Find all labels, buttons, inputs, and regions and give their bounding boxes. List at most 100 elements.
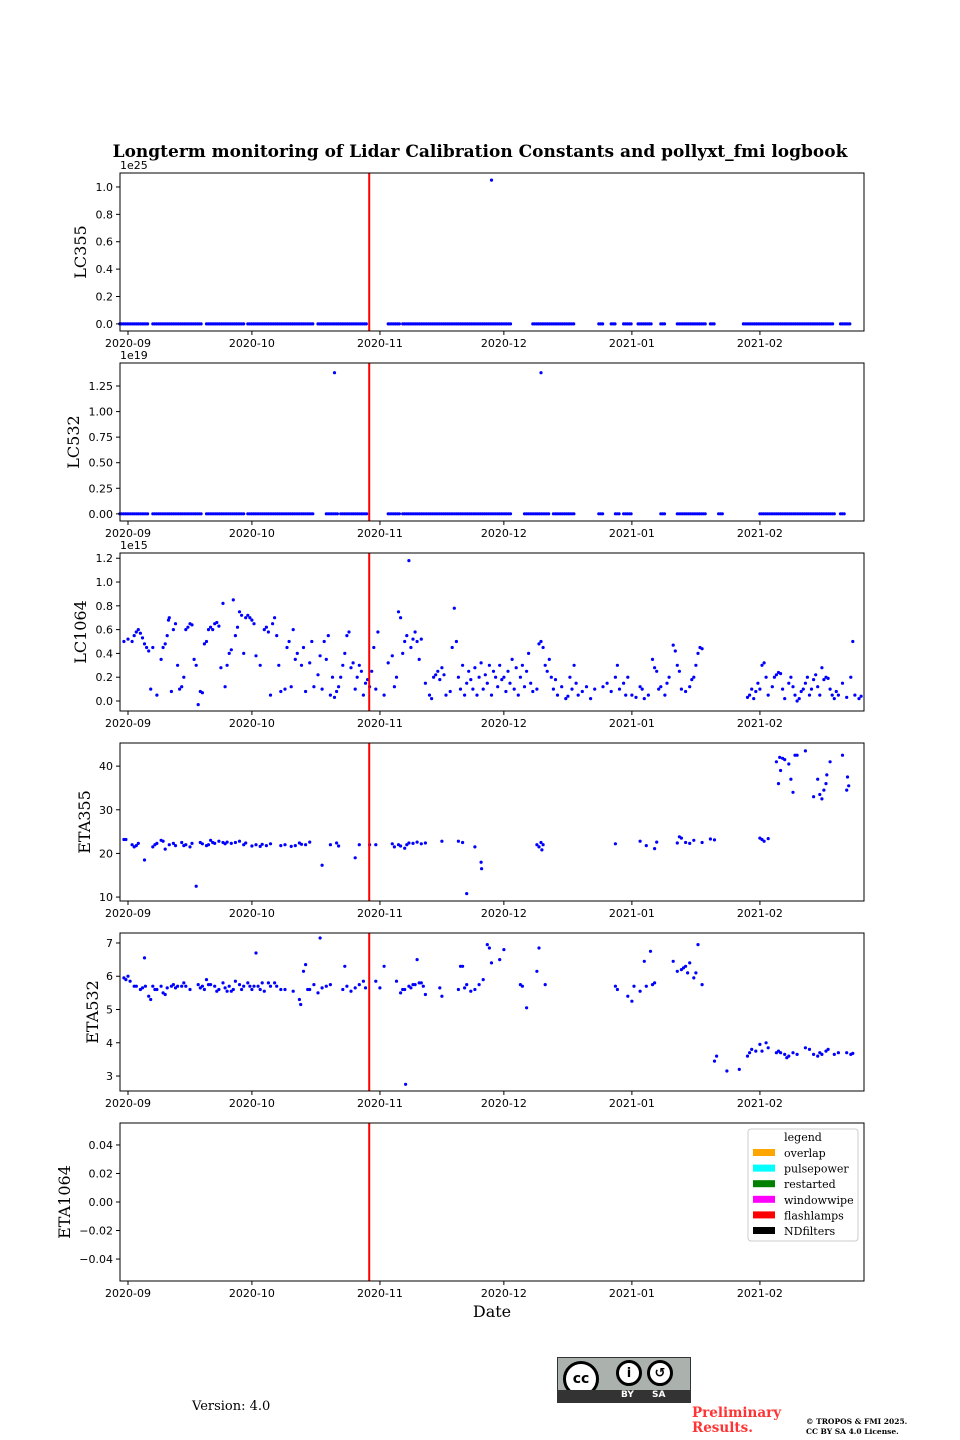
- data-point: [477, 675, 481, 679]
- data-point: [547, 657, 551, 662]
- data-point: [326, 634, 330, 638]
- data-point: [593, 687, 597, 691]
- data-point: [820, 797, 824, 801]
- data-point: [209, 625, 213, 629]
- data-point: [828, 687, 832, 691]
- y-tick-label: 0.2: [96, 671, 114, 684]
- data-point: [149, 997, 153, 1002]
- y-tick-label: 1.25: [89, 380, 114, 393]
- data-point: [752, 697, 756, 701]
- data-point: [529, 681, 533, 685]
- data-point: [423, 841, 427, 845]
- data-point: [516, 693, 520, 697]
- x-tick-label: 2020-10: [229, 717, 275, 730]
- data-point: [246, 613, 250, 617]
- axis-offset-label: 1e19: [120, 349, 148, 362]
- chart-title: Longterm monitoring of Lidar Calibration…: [112, 142, 848, 162]
- data-point: [629, 322, 633, 326]
- data-point: [223, 986, 227, 990]
- data-point: [200, 984, 204, 988]
- y-tick-label: 0.00: [89, 1196, 114, 1209]
- y-axis-label: LC355: [71, 225, 90, 278]
- data-point: [140, 636, 145, 640]
- x-tick-label: 2020-11: [357, 1097, 403, 1110]
- data-point: [617, 687, 622, 691]
- data-point: [458, 687, 463, 691]
- data-point: [700, 647, 704, 651]
- x-tick-label: 2020-09: [105, 907, 151, 920]
- data-point: [146, 512, 150, 516]
- data-point: [508, 681, 512, 685]
- data-point: [629, 512, 633, 516]
- data-point: [337, 844, 341, 848]
- data-point: [688, 841, 692, 846]
- data-point: [382, 693, 386, 697]
- data-point: [289, 685, 293, 689]
- legend-swatch-windowwipe: [753, 1195, 775, 1203]
- data-point: [365, 512, 369, 516]
- data-point: [353, 856, 357, 860]
- x-tick-label: 2021-01: [609, 337, 655, 350]
- data-point: [845, 775, 850, 779]
- data-point: [613, 984, 618, 988]
- data-point: [260, 842, 264, 846]
- data-point: [404, 1082, 408, 1086]
- data-point: [254, 951, 258, 955]
- data-point: [293, 844, 297, 848]
- data-point: [417, 657, 421, 662]
- data-point: [312, 983, 316, 987]
- data-point: [324, 657, 328, 662]
- data-point: [357, 843, 361, 847]
- data-point: [231, 987, 235, 992]
- data-point: [419, 637, 423, 641]
- data-point: [853, 693, 857, 697]
- data-point: [188, 987, 192, 992]
- data-point: [171, 983, 175, 987]
- data-point: [140, 986, 145, 990]
- plot-area: [120, 363, 864, 521]
- data-point: [772, 675, 777, 679]
- data-point: [489, 693, 494, 697]
- data-point: [299, 842, 304, 846]
- x-tick-label: 2021-01: [609, 1287, 655, 1300]
- data-point: [206, 628, 211, 632]
- data-point: [289, 844, 293, 849]
- data-point: [273, 981, 277, 985]
- data-point: [774, 760, 779, 764]
- data-point: [494, 675, 498, 679]
- data-point: [535, 687, 539, 691]
- data-point: [142, 642, 147, 646]
- data-point: [831, 322, 835, 326]
- data-point: [520, 663, 525, 667]
- x-tick-label: 2020-10: [229, 527, 275, 540]
- plot-area: [120, 743, 864, 901]
- data-point: [143, 984, 147, 988]
- data-point: [233, 634, 237, 638]
- data-point: [192, 657, 196, 662]
- y-axis-label: LC1064: [71, 600, 90, 664]
- x-tick-label: 2020-11: [357, 717, 403, 730]
- x-tick-label: 2021-02: [737, 717, 783, 730]
- data-point: [748, 693, 752, 697]
- data-point: [826, 1047, 830, 1051]
- data-point: [791, 1051, 795, 1055]
- legend: legend overlap pulsepower restarted windowwi…: [747, 1128, 859, 1242]
- data-point: [382, 964, 386, 968]
- data-point: [692, 675, 696, 679]
- data-point: [475, 693, 479, 697]
- data-point: [694, 971, 698, 975]
- data-point: [304, 963, 308, 967]
- data-point: [190, 841, 194, 846]
- data-point: [535, 843, 539, 847]
- data-point: [250, 844, 254, 848]
- data-point: [816, 685, 820, 689]
- y-axis-label: ETA532: [83, 980, 102, 1044]
- data-point: [308, 840, 312, 844]
- data-point: [461, 964, 465, 968]
- data-point: [508, 512, 513, 516]
- panel-lc532: 2020-09 2020-10 2020-11 2020-12 2021-01 2021-…: [64, 349, 865, 540]
- data-point: [163, 992, 167, 997]
- data-point: [498, 958, 502, 962]
- data-point: [801, 687, 805, 691]
- data-point: [328, 693, 332, 697]
